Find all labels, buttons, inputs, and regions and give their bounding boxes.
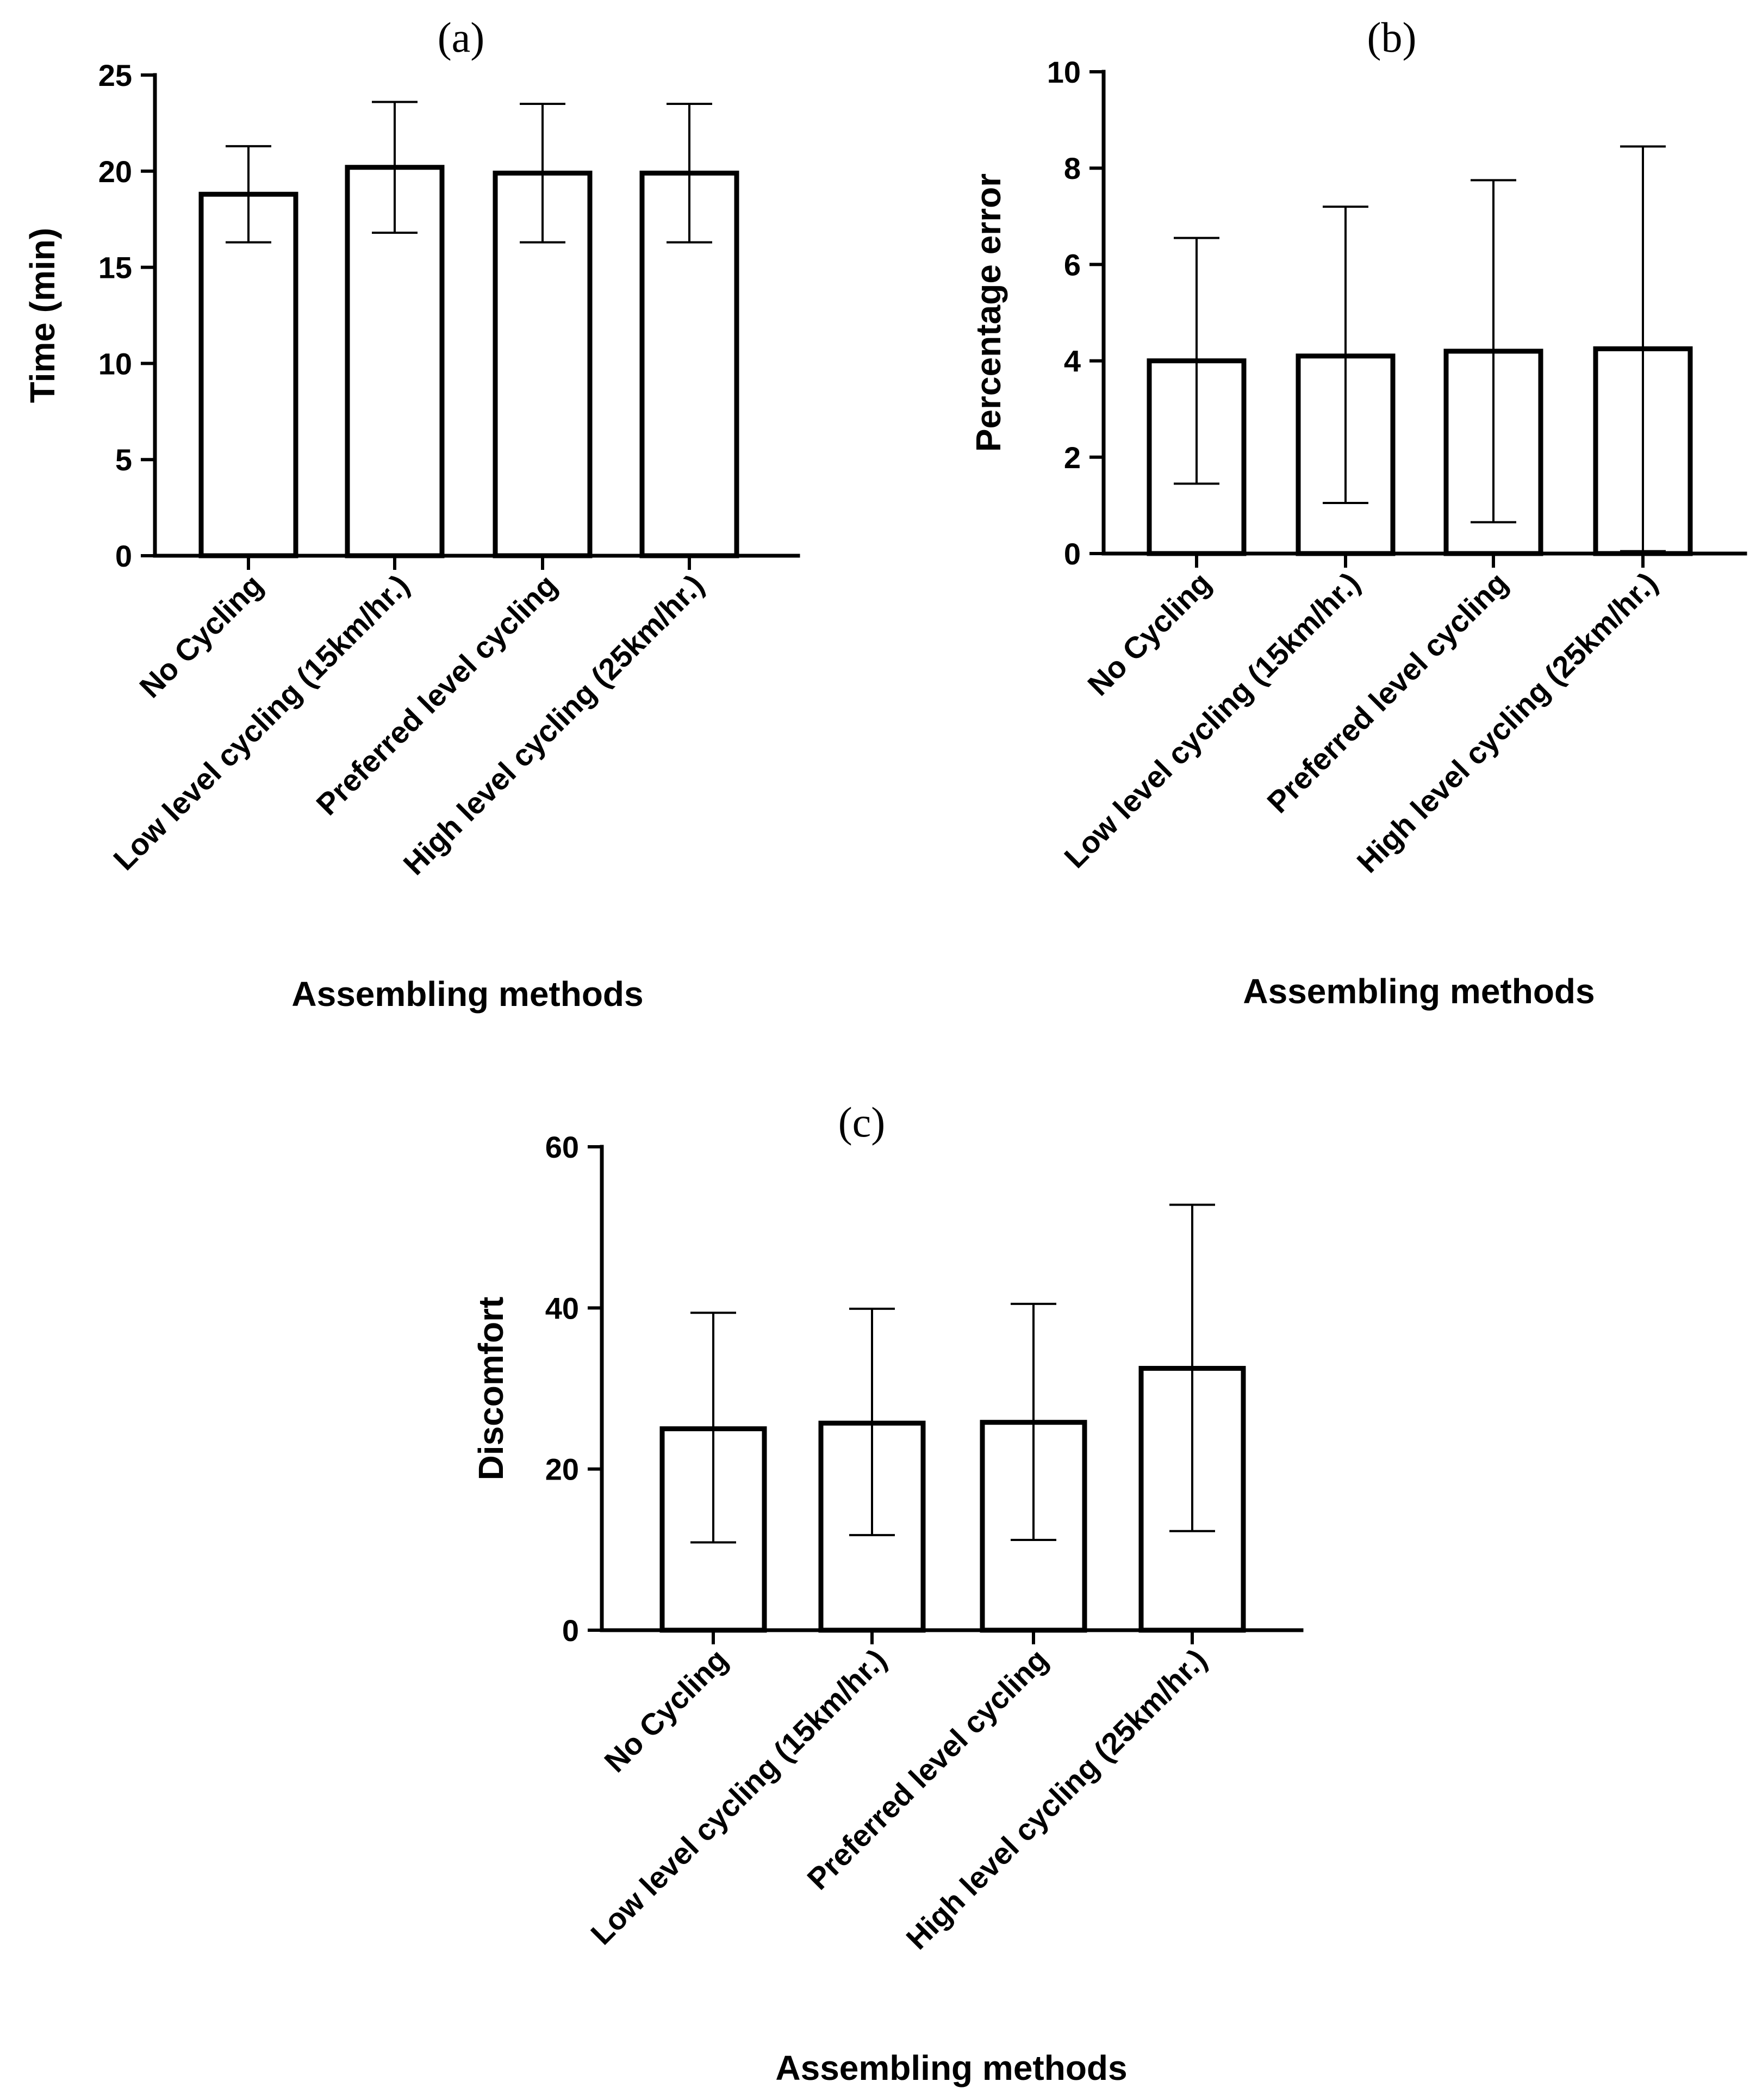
y-tick-label-b: 2 xyxy=(1064,440,1081,475)
category-label-b: No Cycling xyxy=(1081,566,1217,702)
y-axis-title-c: Discomfort xyxy=(471,1297,510,1481)
y-tick-label-c: 20 xyxy=(545,1452,579,1487)
category-label-a: Preferred level cycling xyxy=(309,568,563,822)
y-tick-label-c: 40 xyxy=(545,1291,579,1325)
y-tick-label-a: 20 xyxy=(98,154,132,189)
category-label-a: No Cycling xyxy=(133,568,269,704)
panel-label-b: (b) xyxy=(1367,14,1417,61)
y-tick-label-b: 6 xyxy=(1064,247,1081,282)
y-tick-label-a: 25 xyxy=(98,58,132,92)
y-tick-label-b: 0 xyxy=(1064,537,1081,571)
category-label-b: Preferred level cycling xyxy=(1260,566,1514,819)
x-axis-title-c: Assembling methods xyxy=(775,2048,1127,2087)
panel-label-c: (c) xyxy=(838,1098,886,1146)
y-tick-label-a: 5 xyxy=(115,443,132,477)
category-label-c: Low level cycling (15km/hr.) xyxy=(584,1642,893,1951)
category-label-c: No Cycling xyxy=(597,1642,734,1779)
y-axis-title-b: Percentage error xyxy=(969,173,1008,452)
y-tick-label-b: 8 xyxy=(1064,151,1081,185)
category-label-a: High level cycling (25km/hr.) xyxy=(396,568,710,881)
bar-a-1 xyxy=(198,191,298,558)
y-tick-label-c: 0 xyxy=(562,1613,579,1648)
panel-label-a: (a) xyxy=(438,14,485,61)
y-tick-label-b: 10 xyxy=(1047,55,1081,89)
category-label-a: Low level cycling (15km/hr.) xyxy=(107,568,415,877)
y-tick-label-a: 10 xyxy=(98,346,132,381)
category-label-c: High level cycling (25km/hr.) xyxy=(899,1642,1213,1956)
y-tick-label-c: 60 xyxy=(545,1130,579,1164)
y-axis-title-a: Time (min) xyxy=(23,228,62,403)
y-tick-label-a: 0 xyxy=(115,539,132,573)
category-label-b: Low level cycling (15km/hr.) xyxy=(1057,566,1366,874)
x-axis-title-b: Assembling methods xyxy=(1243,972,1595,1011)
y-tick-label-a: 15 xyxy=(98,251,132,285)
x-axis-title-a: Assembling methods xyxy=(291,974,643,1014)
category-label-b: High level cycling (25km/hr.) xyxy=(1350,566,1664,879)
y-tick-label-b: 4 xyxy=(1064,344,1081,378)
